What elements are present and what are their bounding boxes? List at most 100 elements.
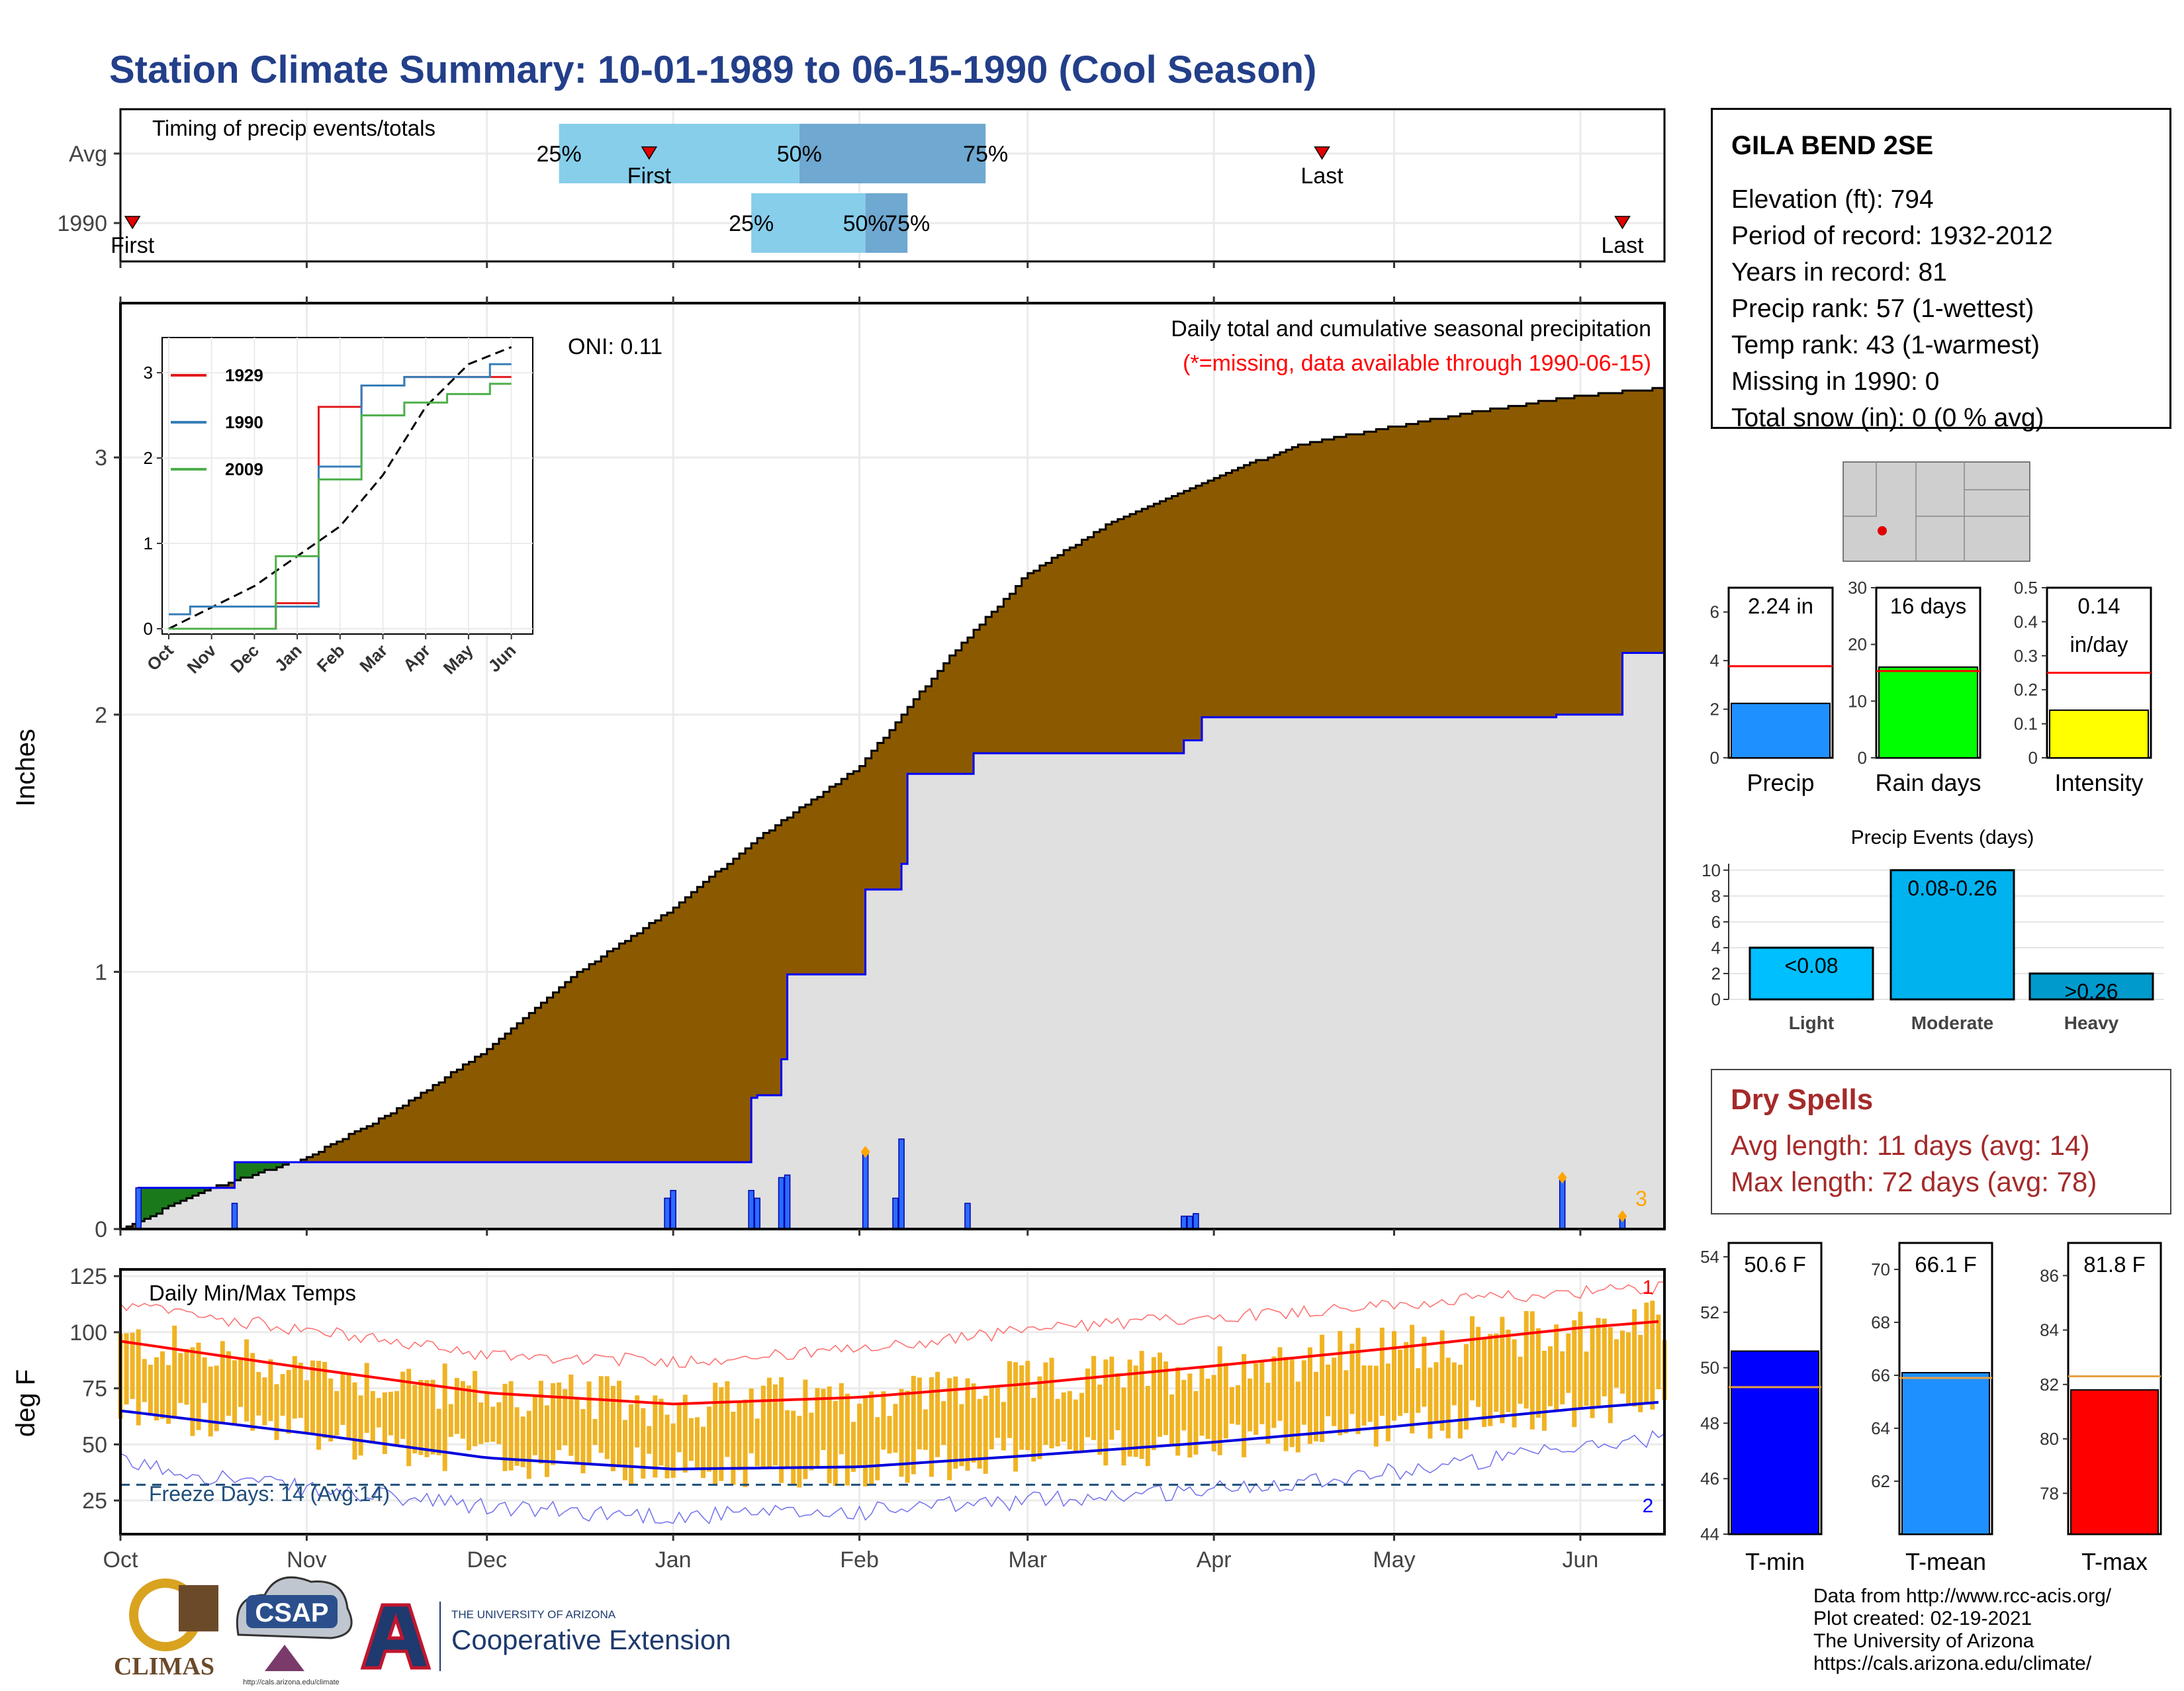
ua-logo-mark: [360, 1603, 432, 1670]
mini-chart-bar: [1878, 666, 1978, 759]
station-line: Period of record: 1932-2012: [1731, 222, 2053, 250]
daily-precip-bar: [1559, 1177, 1566, 1230]
mini-chart-tick-label: 0.2: [2014, 680, 2038, 700]
timing-p75-label: 75%: [885, 211, 930, 236]
csap-logo-text: CSAP: [255, 1598, 328, 1627]
page-title: Station Climate Summary: 10-01-1989 to 0…: [109, 48, 1316, 91]
events-title: Precip Events (days): [1851, 827, 2034, 848]
footer-line: The University of Arizona: [1813, 1630, 2034, 1652]
events-bar-label: 0.08-0.26: [1907, 876, 1997, 900]
inset-y-tick-label: 1: [144, 533, 153, 553]
dry-spells-max: Max length: 72 days (avg: 78): [1731, 1166, 2097, 1197]
timing-p75-label: 75%: [963, 142, 1008, 167]
station-line: Elevation (ft): 794: [1731, 185, 1934, 214]
temp-summary-value: 50.6 F: [1744, 1252, 1806, 1277]
climas-logo-text: CLIMAS: [114, 1653, 214, 1680]
missing-data-note: (*=missing, data available through 1990-…: [1183, 351, 1651, 376]
precip-y-tick-label: 0: [95, 1217, 107, 1242]
freeze-days-label: Freeze Days: 14 (Avg:14): [149, 1482, 390, 1506]
footer-line: Plot created: 02-19-2021: [1813, 1608, 2032, 1629]
inset-y-tick-label: 0: [144, 619, 153, 639]
mini-chart-tick-label: 86: [2040, 1265, 2059, 1285]
precip-event-marker: [860, 1146, 870, 1158]
mini-chart-tick-label: 78: [2040, 1483, 2059, 1503]
dry-spells-box: Dry Spells Avg length: 11 days (avg: 14)…: [1711, 1069, 2171, 1214]
precip-event-marker: [1557, 1171, 1567, 1184]
mini-chart-tick-label: 66: [1871, 1365, 1890, 1385]
mini-chart-tick-label: 50: [1700, 1358, 1719, 1378]
daily-precip-bar: [898, 1138, 905, 1230]
events-tick-label: 8: [1711, 886, 1721, 906]
daily-precip-bar: [231, 1203, 238, 1230]
daily-precip-bar: [1187, 1215, 1193, 1230]
timing-bar-q2: [865, 193, 908, 253]
station-line: Precip rank: 57 (1-wettest): [1731, 295, 2034, 323]
mini-chart-tick-label: 6: [1710, 602, 1719, 622]
mini-chart-tick-label: 2: [1710, 700, 1719, 719]
temp-y-tick-label: 100: [69, 1320, 107, 1346]
record-min-line: [120, 1430, 1665, 1525]
mini-chart-tick-label: 48: [1700, 1413, 1719, 1433]
inset-y-tick-label: 3: [144, 363, 153, 383]
avg-cumulative-line: [120, 387, 1664, 1230]
timing-p50-label: 50%: [843, 211, 888, 236]
temp-summary-value: 81.8 F: [2083, 1252, 2146, 1277]
mini-chart-tick-label: 62: [1871, 1471, 1890, 1491]
temp-y-axis-label: deg F: [11, 1369, 40, 1437]
events-category-label: Moderate: [1911, 1013, 1993, 1033]
timing-bar-q1: [559, 124, 799, 183]
mini-chart-tick-label: 84: [2040, 1320, 2059, 1340]
mini-chart-label: Rain days: [1875, 769, 1981, 796]
daily-precip-bar: [1193, 1212, 1199, 1230]
precip-description: Daily total and cumulative seasonal prec…: [1171, 316, 1651, 342]
mini-chart-tick-label: 80: [2040, 1429, 2059, 1449]
timing-panel-frame: [119, 108, 1666, 263]
temp-month-label: Mar: [1008, 1547, 1047, 1573]
mini-chart-tick-label: 70: [1871, 1259, 1890, 1279]
timing-first-marker: [124, 216, 141, 230]
mini-chart-tick-label: 0: [1710, 748, 1719, 768]
precip-event-marker: [1617, 1210, 1627, 1222]
record-max-line: [120, 1281, 1665, 1368]
mini-chart-tick-label: 68: [1871, 1312, 1890, 1332]
daily-precip-bar: [1181, 1215, 1187, 1230]
mini-chart-tick-label: 0.3: [2014, 646, 2038, 666]
temp-month-label: Feb: [840, 1547, 879, 1573]
mini-chart-tick-label: 0.1: [2014, 714, 2038, 734]
temp-y-tick-label: 75: [82, 1377, 107, 1402]
events-category-label: Heavy: [2064, 1013, 2119, 1033]
daily-precip-bar: [664, 1197, 670, 1230]
season-cumulative-line: [120, 650, 1666, 1230]
precip-y-axis-label: Inches: [11, 729, 40, 807]
events-bar-label: >0.26: [2065, 980, 2118, 1003]
temp-month-label: Oct: [103, 1547, 138, 1573]
temp-panel-frame: [119, 1268, 1666, 1535]
timing-last-label: Last: [1601, 233, 1644, 258]
record-high-count: 1: [1643, 1277, 1654, 1299]
inset-legend-label: 1929: [225, 365, 263, 385]
footer-line: https://cals.arizona.edu/climate/: [1813, 1653, 2092, 1674]
footer-line: Data from http://www.rcc-acis.org/: [1813, 1585, 2112, 1607]
mini-chart-bar: [1731, 1350, 1819, 1535]
temp-y-tick-label: 125: [69, 1264, 107, 1289]
station-location-dot: [1878, 526, 1887, 535]
mini-chart-bar: [1901, 1372, 1990, 1535]
mini-chart-tick-label: 0: [2028, 748, 2038, 768]
events-bar: [1749, 946, 1874, 1001]
temp-month-label: Dec: [467, 1547, 507, 1573]
mini-chart-bar: [2049, 709, 2149, 759]
csap-logo-url: http://cals.arizona.edu/climate: [243, 1678, 340, 1686]
precip-y-tick-label: 2: [95, 703, 107, 728]
temp-y-tick-label: 50: [82, 1432, 107, 1457]
events-bar-label: <0.08: [1785, 954, 1839, 978]
timing-first-label: First: [111, 233, 155, 258]
record-low-count: 2: [1643, 1495, 1654, 1517]
dry-spells-title: Dry Spells: [1731, 1083, 1874, 1116]
events-bar: [1889, 869, 2015, 1001]
ua-logo-small-text: THE UNIVERSITY OF ARIZONA: [451, 1608, 616, 1621]
locator-map-borders: [1843, 462, 2030, 561]
timing-row-label: 1990: [57, 211, 107, 236]
mini-chart-bar: [2070, 1389, 2159, 1535]
daily-precip-bar: [778, 1177, 785, 1230]
